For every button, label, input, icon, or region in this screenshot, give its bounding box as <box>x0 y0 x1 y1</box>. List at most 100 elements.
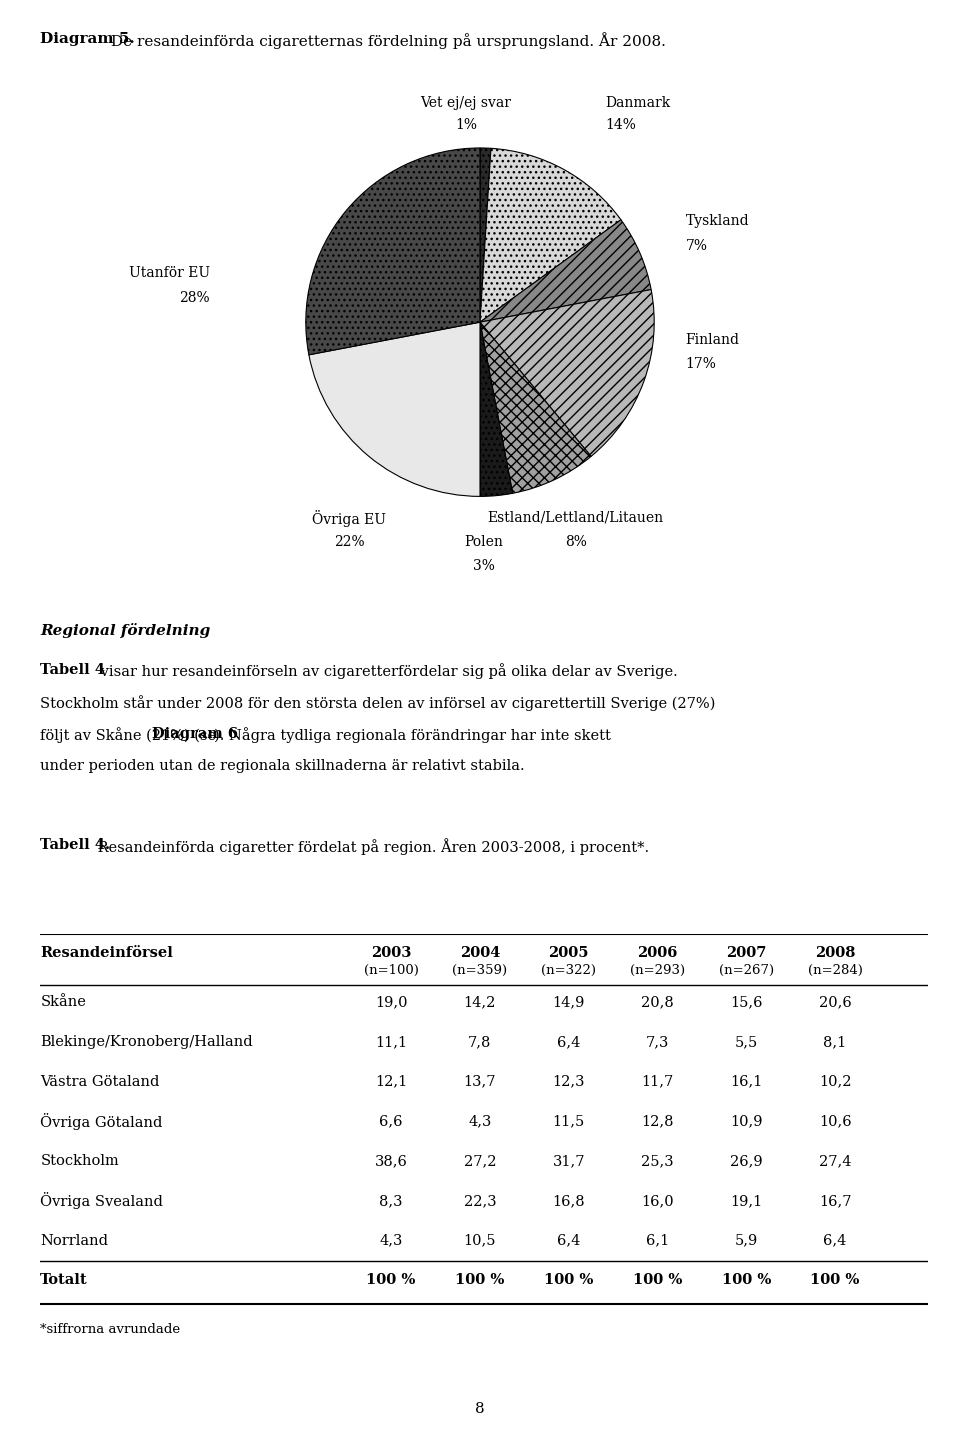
Text: 2007: 2007 <box>726 946 766 960</box>
Text: Regional fördelning: Regional fördelning <box>40 623 210 637</box>
Text: ). Några tydliga regionala förändringar har inte skett: ). Några tydliga regionala förändringar … <box>214 727 611 743</box>
Text: Tabell 4.: Tabell 4. <box>40 838 110 853</box>
Text: 27,4: 27,4 <box>819 1154 852 1169</box>
Wedge shape <box>306 148 480 355</box>
Text: 13,7: 13,7 <box>464 1074 496 1089</box>
Text: 31,7: 31,7 <box>552 1154 585 1169</box>
Text: Danmark: Danmark <box>606 96 671 110</box>
Text: visar hur resandeinförseln av cigaretterfördelar sig på olika delar av Sverige.: visar hur resandeinförseln av cigaretter… <box>96 663 678 679</box>
Text: 12,1: 12,1 <box>375 1074 407 1089</box>
Text: 5,5: 5,5 <box>734 1035 757 1048</box>
Text: 100 %: 100 % <box>810 1273 860 1287</box>
Text: 100 %: 100 % <box>367 1273 416 1287</box>
Text: Stockholm: Stockholm <box>40 1154 119 1169</box>
Text: (n=359): (n=359) <box>452 964 508 977</box>
Text: Övriga EU: Övriga EU <box>312 510 386 527</box>
Text: 20,6: 20,6 <box>819 995 852 1009</box>
Wedge shape <box>480 148 621 323</box>
Text: (n=100): (n=100) <box>364 964 419 977</box>
Text: Diagram 6: Diagram 6 <box>152 727 238 741</box>
Text: Resandeinförsel: Resandeinförsel <box>40 946 173 960</box>
Text: 19,1: 19,1 <box>731 1195 762 1208</box>
Text: 1%: 1% <box>455 119 477 132</box>
Text: 10,6: 10,6 <box>819 1115 852 1128</box>
Text: 14,9: 14,9 <box>553 995 585 1009</box>
Text: 19,0: 19,0 <box>374 995 407 1009</box>
Wedge shape <box>480 323 513 497</box>
Text: 2005: 2005 <box>548 946 588 960</box>
Text: 2004: 2004 <box>460 946 500 960</box>
Text: Resandeinförda cigaretter fördelat på region. Åren 2003-2008, i procent*.: Resandeinförda cigaretter fördelat på re… <box>93 838 649 856</box>
Text: 22%: 22% <box>334 534 365 549</box>
Text: (n=293): (n=293) <box>630 964 685 977</box>
Text: 14,2: 14,2 <box>464 995 496 1009</box>
Text: 7,8: 7,8 <box>468 1035 492 1048</box>
Text: 7,3: 7,3 <box>646 1035 669 1048</box>
Text: 10,9: 10,9 <box>730 1115 762 1128</box>
Wedge shape <box>480 148 491 323</box>
Text: 4,3: 4,3 <box>379 1234 403 1248</box>
Text: De resandeinförda cigaretternas fördelning på ursprungsland. År 2008.: De resandeinförda cigaretternas fördelni… <box>106 32 665 49</box>
Text: 6,1: 6,1 <box>646 1234 669 1248</box>
Wedge shape <box>480 323 591 494</box>
Text: 20,8: 20,8 <box>641 995 674 1009</box>
Text: 10,2: 10,2 <box>819 1074 852 1089</box>
Text: 22,3: 22,3 <box>464 1195 496 1208</box>
Text: 12,3: 12,3 <box>552 1074 585 1089</box>
Text: Utanför EU: Utanför EU <box>129 266 210 281</box>
Text: 6,4: 6,4 <box>557 1234 581 1248</box>
Text: 2003: 2003 <box>371 946 411 960</box>
Text: *siffrorna avrundade: *siffrorna avrundade <box>40 1323 180 1337</box>
Text: 10,5: 10,5 <box>464 1234 496 1248</box>
Text: Estland/Lettland/Litauen: Estland/Lettland/Litauen <box>488 510 664 524</box>
Text: Stockholm står under 2008 för den största delen av införsel av cigarettertill Sv: Stockholm står under 2008 för den störst… <box>40 695 716 711</box>
Text: Polen: Polen <box>464 534 503 549</box>
Text: 8,3: 8,3 <box>379 1195 403 1208</box>
Text: 16,0: 16,0 <box>641 1195 674 1208</box>
Wedge shape <box>480 290 654 456</box>
Text: Skåne: Skåne <box>40 995 86 1009</box>
Text: 27,2: 27,2 <box>464 1154 496 1169</box>
Text: 8,1: 8,1 <box>824 1035 847 1048</box>
Text: 25,3: 25,3 <box>641 1154 674 1169</box>
Text: 28%: 28% <box>180 291 210 304</box>
Text: 11,7: 11,7 <box>641 1074 674 1089</box>
Text: Tyskland: Tyskland <box>685 214 749 229</box>
Text: 38,6: 38,6 <box>374 1154 407 1169</box>
Text: följt av Skåne (21%) (se: följt av Skåne (21%) (se <box>40 727 221 743</box>
Text: Norrland: Norrland <box>40 1234 108 1248</box>
Text: 11,5: 11,5 <box>553 1115 585 1128</box>
Text: Blekinge/Kronoberg/Halland: Blekinge/Kronoberg/Halland <box>40 1035 252 1048</box>
Text: 16,7: 16,7 <box>819 1195 852 1208</box>
Text: Totalt: Totalt <box>40 1273 88 1287</box>
Text: Finland: Finland <box>685 333 739 346</box>
Text: Övriga Götaland: Övriga Götaland <box>40 1114 162 1129</box>
Text: (n=284): (n=284) <box>807 964 862 977</box>
Text: 100 %: 100 % <box>544 1273 593 1287</box>
Text: 6,6: 6,6 <box>379 1115 403 1128</box>
Text: 100 %: 100 % <box>722 1273 771 1287</box>
Text: under perioden utan de regionala skillnaderna är relativt stabila.: under perioden utan de regionala skillna… <box>40 759 525 773</box>
Text: 17%: 17% <box>685 358 716 371</box>
Text: 6,4: 6,4 <box>824 1234 847 1248</box>
Text: Övriga Svealand: Övriga Svealand <box>40 1193 163 1209</box>
Text: 15,6: 15,6 <box>730 995 762 1009</box>
Text: 11,1: 11,1 <box>375 1035 407 1048</box>
Text: 14%: 14% <box>606 119 636 132</box>
Text: Tabell 4: Tabell 4 <box>40 663 106 678</box>
Text: 8%: 8% <box>564 534 587 549</box>
Text: 26,9: 26,9 <box>730 1154 762 1169</box>
Text: 12,8: 12,8 <box>641 1115 674 1128</box>
Text: 16,8: 16,8 <box>552 1195 585 1208</box>
Wedge shape <box>309 323 480 497</box>
Text: Diagram 5.: Diagram 5. <box>40 32 135 46</box>
Text: 16,1: 16,1 <box>731 1074 762 1089</box>
Text: 100 %: 100 % <box>455 1273 505 1287</box>
Text: 8: 8 <box>475 1402 485 1416</box>
Text: Västra Götaland: Västra Götaland <box>40 1074 159 1089</box>
Text: (n=267): (n=267) <box>719 964 774 977</box>
Text: 7%: 7% <box>685 239 708 252</box>
Wedge shape <box>480 220 651 323</box>
Text: 6,4: 6,4 <box>557 1035 581 1048</box>
Text: 5,9: 5,9 <box>734 1234 757 1248</box>
